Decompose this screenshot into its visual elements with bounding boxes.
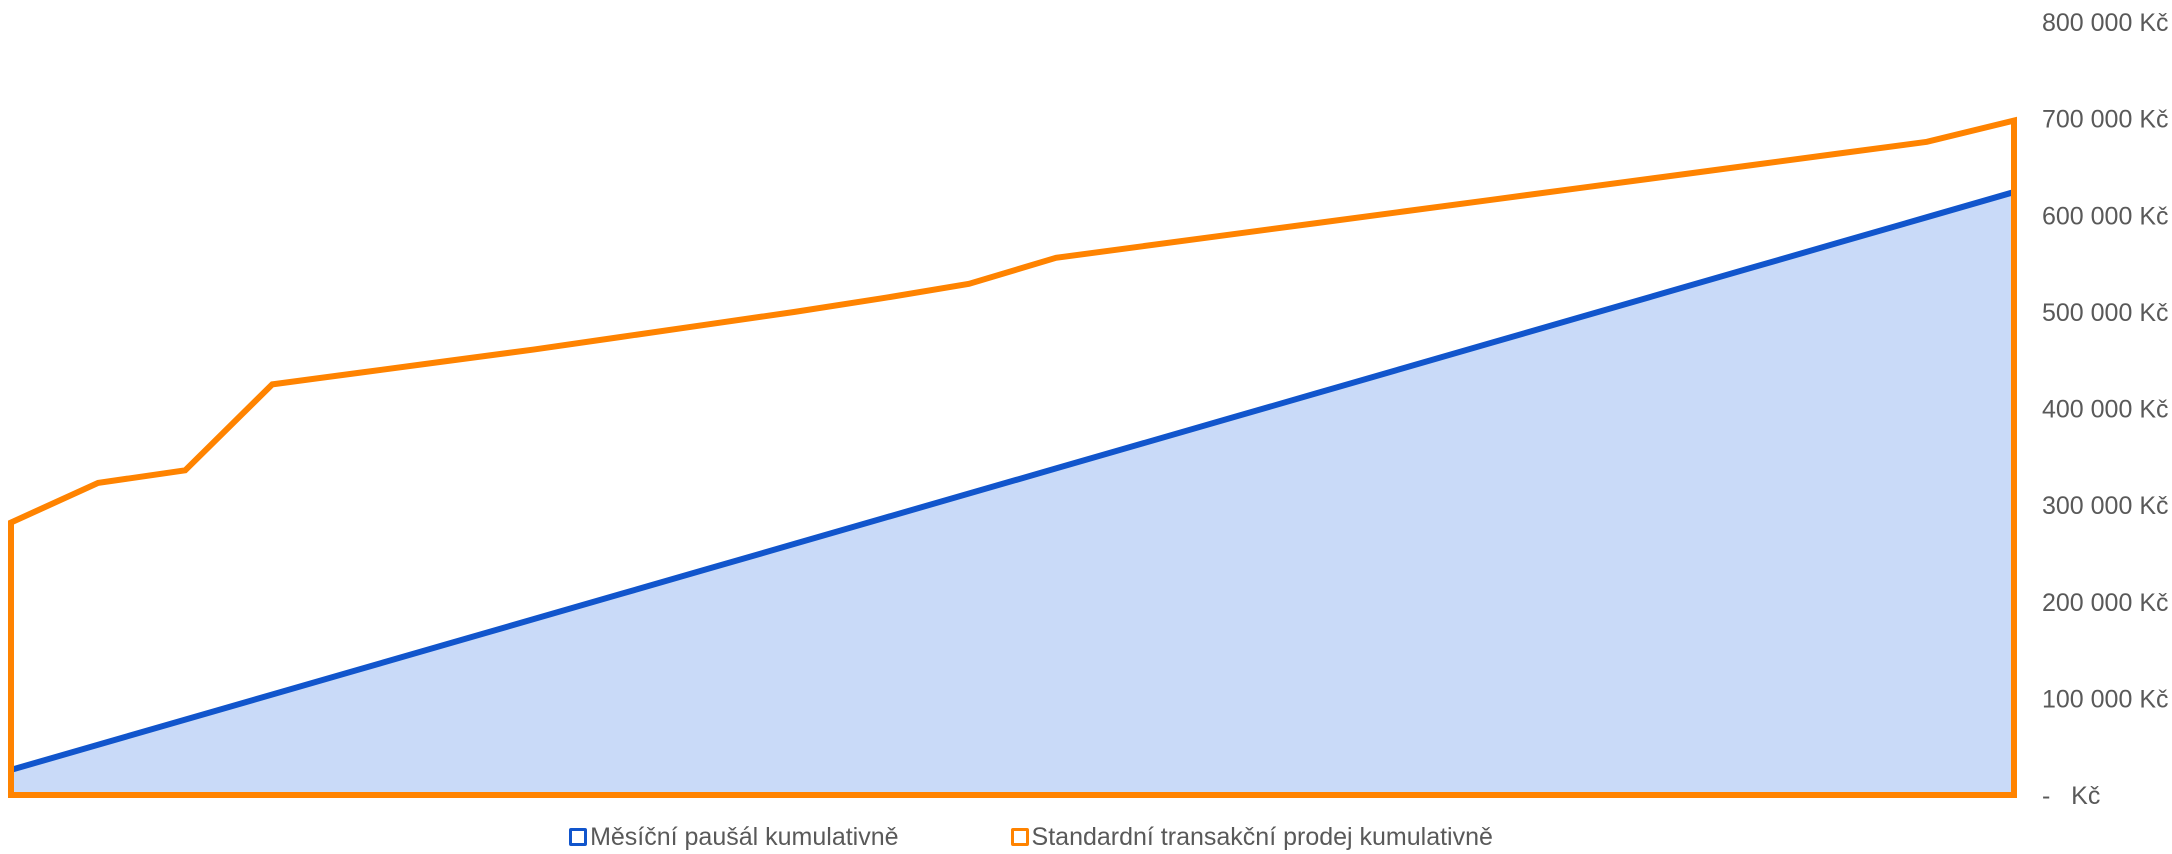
y-tick-label-1: 100 000 Kč — [2042, 685, 2169, 713]
y-tick-label-2: 200 000 Kč — [2042, 589, 2169, 617]
y-tick-label-0: - Kč — [2042, 782, 2100, 810]
y-tick-label-4: 400 000 Kč — [2042, 396, 2169, 424]
y-tick-label-6: 600 000 Kč — [2042, 202, 2169, 230]
area-fill-monthly — [11, 192, 2014, 795]
y-tick-label-5: 500 000 Kč — [2042, 299, 2169, 327]
y-axis: - Kč 100 000 Kč 200 000 Kč 300 000 Kč 400 00… — [2042, 9, 2169, 810]
plot-area — [8, 116, 2017, 798]
legend-label-transactional: Standardní transakční prodej kumulativně — [1031, 822, 1493, 851]
legend: Měsíční paušál kumulativně Standardní tr… — [0, 820, 2172, 854]
series-line-monthly — [10, 189, 2015, 773]
series-outline-transactional — [8, 116, 2017, 798]
y-tick-label-8: 800 000 Kč — [2042, 9, 2169, 37]
legend-label-monthly: Měsíční paušál kumulativně — [590, 822, 899, 851]
legend-item-monthly: Měsíční paušál kumulativně — [569, 822, 899, 852]
chart-canvas: - Kč 100 000 Kč 200 000 Kč 300 000 Kč 400 00… — [8, 9, 2169, 810]
legend-swatch-transactional — [1010, 828, 1029, 846]
y-tick-label-7: 700 000 Kč — [2042, 106, 2169, 134]
legend-item-transactional: Standardní transakční prodej kumulativně — [1010, 822, 1493, 852]
y-tick-label-3: 300 000 Kč — [2042, 492, 2169, 520]
legend-swatch-monthly — [569, 828, 588, 846]
